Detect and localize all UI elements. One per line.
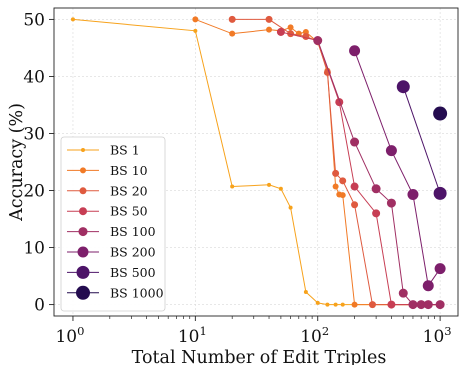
legend-marker xyxy=(76,285,90,300)
data-point xyxy=(302,33,310,41)
legend-label: BS 1000 xyxy=(110,285,164,300)
data-point xyxy=(350,137,360,147)
series-line xyxy=(232,18,441,306)
data-point xyxy=(423,300,433,310)
data-point xyxy=(351,201,359,209)
legend-marker xyxy=(76,265,90,279)
data-point xyxy=(407,189,419,201)
data-point xyxy=(332,183,339,190)
data-point xyxy=(368,301,376,309)
y-axis-ticks: 0 10 20 30 40 50 xyxy=(23,10,54,316)
legend-label: BS 50 xyxy=(110,204,148,219)
data-point xyxy=(433,186,447,200)
legend-marker xyxy=(81,148,85,152)
plot-frame xyxy=(53,7,459,317)
y-tick-label: 20 xyxy=(23,182,45,202)
x-axis-label: Total Number of Edit Triples xyxy=(132,348,387,365)
data-point xyxy=(350,182,359,191)
data-point xyxy=(288,205,293,210)
series-bs-100 xyxy=(313,36,445,310)
legend-entry: BS 20 xyxy=(67,183,148,198)
x-tick-label: 101 xyxy=(178,324,207,347)
legend-label: BS 200 xyxy=(110,245,156,260)
data-point xyxy=(276,27,285,36)
y-tick-label: 40 xyxy=(23,67,45,87)
data-point xyxy=(339,177,347,185)
data-point xyxy=(385,145,397,157)
data-point xyxy=(315,300,320,305)
data-point xyxy=(398,288,408,298)
legend-entry: BS 50 xyxy=(67,204,148,219)
legend-entry: BS 200 xyxy=(67,245,156,260)
data-point xyxy=(434,263,446,275)
series-bs-200 xyxy=(349,45,446,292)
data-point xyxy=(408,300,418,310)
data-point xyxy=(265,15,273,23)
data-point xyxy=(435,300,445,310)
data-point xyxy=(228,15,236,23)
series-layer xyxy=(70,15,448,310)
series-bs-500 xyxy=(396,80,447,200)
legend-entry: BS 10 xyxy=(67,163,148,178)
x-tick-label: 102 xyxy=(300,324,329,347)
y-axis-label: Accuracy (%) xyxy=(7,103,27,222)
data-point xyxy=(372,209,381,218)
legend-entry: BS 1000 xyxy=(67,285,164,300)
x-axis-ticks: 100 101 102 103 xyxy=(55,316,452,347)
y-tick-label: 50 xyxy=(23,10,45,30)
data-point xyxy=(387,300,396,309)
legend-label: BS 1 xyxy=(110,143,140,158)
data-point xyxy=(313,36,323,46)
data-point xyxy=(433,106,448,121)
y-tick-label: 0 xyxy=(34,296,45,316)
legend-label: BS 500 xyxy=(110,265,156,280)
data-point xyxy=(267,182,272,187)
data-point xyxy=(229,30,236,37)
legend: BS 1 BS 10 BS 20 BS 50 BS 100 BS 200 BS 500 BS … xyxy=(60,136,166,312)
series-bs-50 xyxy=(276,27,445,309)
data-point xyxy=(339,192,346,199)
y-tick-label: 10 xyxy=(23,239,45,259)
legend-label: BS 20 xyxy=(110,183,148,198)
data-point xyxy=(333,302,338,307)
data-point xyxy=(371,184,381,194)
data-point xyxy=(287,30,295,38)
data-point xyxy=(386,198,396,208)
legend-marker xyxy=(78,227,88,237)
legend-marker xyxy=(77,246,89,258)
series-bs-1000 xyxy=(433,106,448,121)
data-point xyxy=(303,290,308,295)
series-line xyxy=(280,31,441,306)
legend-entry: BS 100 xyxy=(67,224,156,239)
legend-marker xyxy=(80,167,86,174)
legend-marker xyxy=(79,207,87,216)
legend-entry: BS 1 xyxy=(67,143,140,158)
legend-marker xyxy=(79,187,87,195)
y-tick-label: 30 xyxy=(23,124,45,144)
data-point xyxy=(278,186,283,191)
legend-label: BS 100 xyxy=(110,224,156,239)
data-point xyxy=(396,80,410,94)
data-point xyxy=(230,184,235,189)
data-point xyxy=(287,24,294,31)
data-point xyxy=(351,301,358,308)
data-point xyxy=(416,300,426,310)
series-bs-1 xyxy=(70,17,443,307)
x-tick-label: 103 xyxy=(423,324,452,347)
series-bs-20 xyxy=(228,15,444,309)
data-point xyxy=(70,17,75,22)
data-point xyxy=(422,280,434,292)
data-point xyxy=(332,169,340,177)
legend-entry: BS 500 xyxy=(67,265,156,280)
data-point xyxy=(193,28,198,33)
x-tick-label: 100 xyxy=(55,324,84,347)
data-point xyxy=(340,302,345,307)
data-point xyxy=(266,26,273,33)
legend-label: BS 10 xyxy=(110,163,148,178)
series-line xyxy=(402,86,441,194)
data-point xyxy=(192,16,199,23)
data-point xyxy=(349,45,361,57)
data-point xyxy=(325,302,330,307)
